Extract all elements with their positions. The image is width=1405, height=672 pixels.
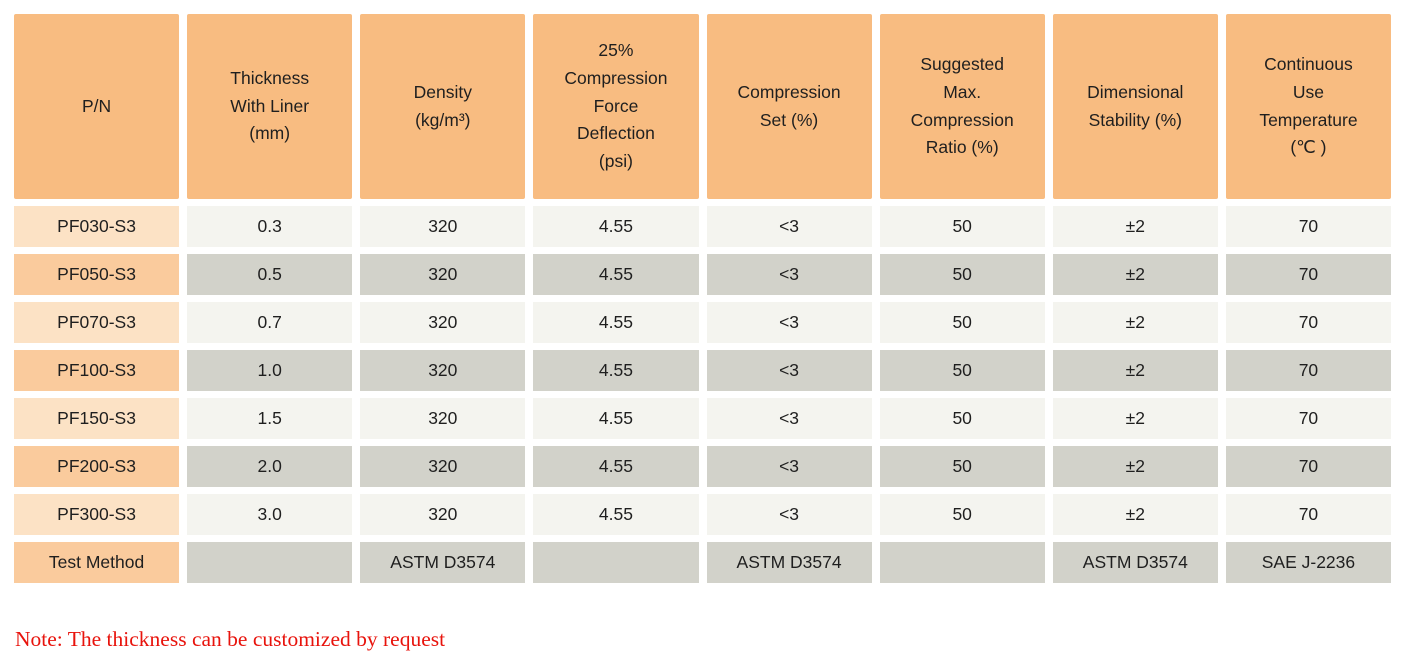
- spec-table: P/N Thickness With Liner (mm) Density (k…: [6, 7, 1399, 590]
- data-cell: <3: [706, 254, 872, 295]
- data-cell: 70: [1225, 254, 1391, 295]
- table-row: PF030-S3 0.3 320 4.55 <3 50 ±2 70: [14, 206, 1391, 247]
- data-cell: 4.55: [533, 302, 699, 343]
- pn-cell: PF100-S3: [14, 350, 180, 391]
- header-row: P/N Thickness With Liner (mm) Density (k…: [14, 14, 1391, 199]
- data-cell: ASTM D3574: [1052, 542, 1218, 583]
- pn-cell: PF070-S3: [14, 302, 180, 343]
- data-cell: 1.0: [187, 350, 353, 391]
- data-cell: <3: [706, 350, 872, 391]
- table-row: PF070-S3 0.7 320 4.55 <3 50 ±2 70: [14, 302, 1391, 343]
- data-cell: 70: [1225, 446, 1391, 487]
- data-cell: 70: [1225, 302, 1391, 343]
- data-cell: [879, 542, 1045, 583]
- data-cell: [533, 542, 699, 583]
- data-cell: ±2: [1052, 494, 1218, 535]
- data-cell: 50: [879, 206, 1045, 247]
- data-cell: 4.55: [533, 398, 699, 439]
- test-method-label-cell: Test Method: [14, 542, 180, 583]
- data-cell: [187, 542, 353, 583]
- data-cell: 70: [1225, 398, 1391, 439]
- data-cell: 0.7: [187, 302, 353, 343]
- data-cell: 50: [879, 494, 1045, 535]
- data-cell: 320: [360, 446, 526, 487]
- data-cell: 50: [879, 398, 1045, 439]
- data-cell: <3: [706, 494, 872, 535]
- column-header-max-compression-ratio: Suggested Max. Compression Ratio (%): [879, 14, 1045, 199]
- table-row: PF300-S3 3.0 320 4.55 <3 50 ±2 70: [14, 494, 1391, 535]
- pn-cell: PF150-S3: [14, 398, 180, 439]
- data-cell: ±2: [1052, 350, 1218, 391]
- data-cell: 320: [360, 494, 526, 535]
- data-cell: <3: [706, 206, 872, 247]
- column-header-density: Density (kg/m³): [360, 14, 526, 199]
- data-cell: SAE J-2236: [1225, 542, 1391, 583]
- data-cell: ±2: [1052, 206, 1218, 247]
- data-cell: 320: [360, 302, 526, 343]
- table-row: PF050-S3 0.5 320 4.55 <3 50 ±2 70: [14, 254, 1391, 295]
- data-cell: 50: [879, 350, 1045, 391]
- test-method-row: Test Method ASTM D3574 ASTM D3574 ASTM D357…: [14, 542, 1391, 583]
- data-cell: 320: [360, 398, 526, 439]
- data-cell: 70: [1225, 206, 1391, 247]
- column-header-continuous-temperature: Continuous Use Temperature (℃ ): [1225, 14, 1391, 199]
- data-cell: 70: [1225, 350, 1391, 391]
- column-header-compression-deflection: 25% Compression Force Deflection (psi): [533, 14, 699, 199]
- data-cell: 1.5: [187, 398, 353, 439]
- data-cell: 320: [360, 350, 526, 391]
- data-cell: 4.55: [533, 350, 699, 391]
- data-cell: ASTM D3574: [360, 542, 526, 583]
- data-cell: 70: [1225, 494, 1391, 535]
- data-cell: 50: [879, 446, 1045, 487]
- column-header-compression-set: Compression Set (%): [706, 14, 872, 199]
- data-cell: ±2: [1052, 398, 1218, 439]
- thickness-note: Note: The thickness can be customized by…: [15, 627, 446, 651]
- data-cell: 2.0: [187, 446, 353, 487]
- table-row: PF100-S3 1.0 320 4.55 <3 50 ±2 70: [14, 350, 1391, 391]
- data-cell: <3: [706, 446, 872, 487]
- data-cell: 50: [879, 302, 1045, 343]
- data-cell: 50: [879, 254, 1045, 295]
- data-cell: ±2: [1052, 446, 1218, 487]
- pn-cell: PF300-S3: [14, 494, 180, 535]
- table-row: PF150-S3 1.5 320 4.55 <3 50 ±2 70: [14, 398, 1391, 439]
- pn-cell: PF030-S3: [14, 206, 180, 247]
- data-cell: 4.55: [533, 206, 699, 247]
- data-cell: ±2: [1052, 302, 1218, 343]
- data-cell: <3: [706, 398, 872, 439]
- data-cell: <3: [706, 302, 872, 343]
- spec-table-body: PF030-S3 0.3 320 4.55 <3 50 ±2 70 PF050-S3 0.5 320…: [14, 206, 1391, 583]
- data-cell: 320: [360, 254, 526, 295]
- column-header-thickness: Thickness With Liner (mm): [187, 14, 353, 199]
- spec-table-head: P/N Thickness With Liner (mm) Density (k…: [14, 14, 1391, 199]
- data-cell: 0.5: [187, 254, 353, 295]
- data-cell: 0.3: [187, 206, 353, 247]
- column-header-dimensional-stability: Dimensional Stability (%): [1052, 14, 1218, 199]
- data-cell: ±2: [1052, 254, 1218, 295]
- table-row: PF200-S3 2.0 320 4.55 <3 50 ±2 70: [14, 446, 1391, 487]
- data-cell: 4.55: [533, 494, 699, 535]
- data-cell: ASTM D3574: [706, 542, 872, 583]
- data-cell: 3.0: [187, 494, 353, 535]
- data-cell: 320: [360, 206, 526, 247]
- data-cell: 4.55: [533, 254, 699, 295]
- pn-cell: PF200-S3: [14, 446, 180, 487]
- pn-cell: PF050-S3: [14, 254, 180, 295]
- data-cell: 4.55: [533, 446, 699, 487]
- column-header-pn: P/N: [14, 14, 180, 199]
